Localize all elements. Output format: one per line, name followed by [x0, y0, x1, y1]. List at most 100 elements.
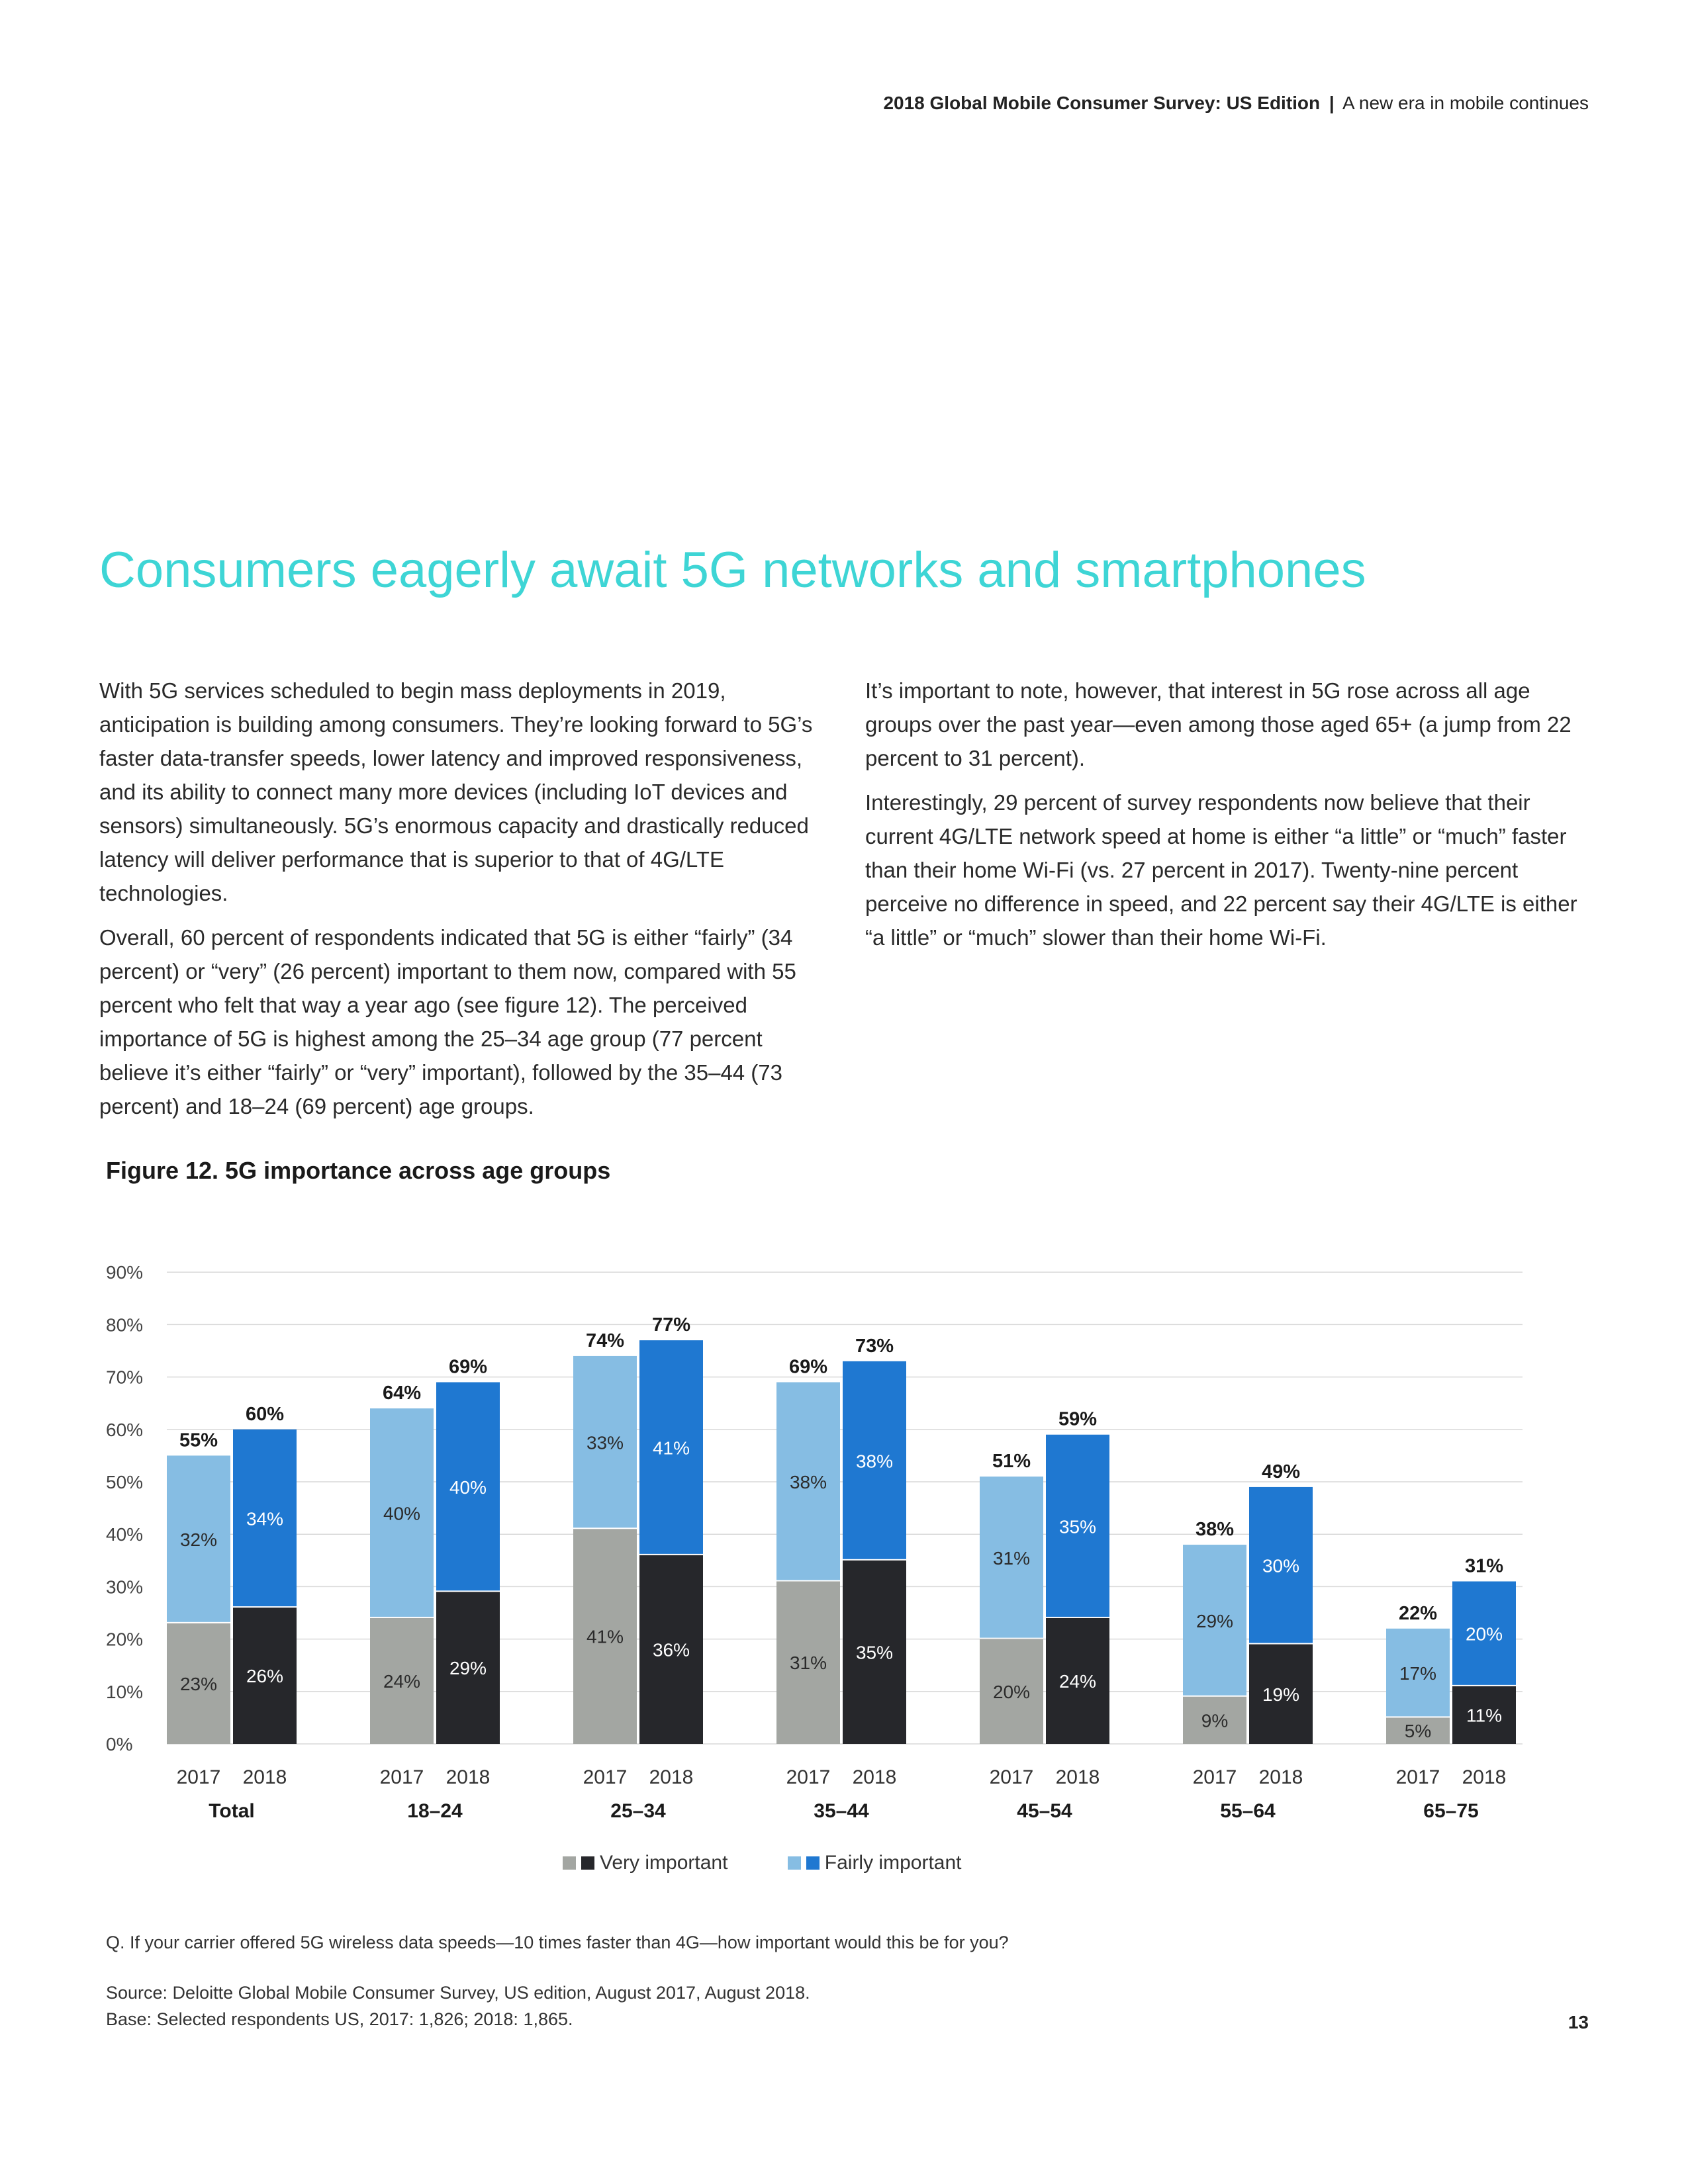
y-tick-label: 70% [106, 1367, 143, 1388]
data-label-total: 51% [992, 1451, 1031, 1472]
legend-swatch-fairly-2018 [806, 1856, 820, 1870]
y-tick-label: 30% [106, 1576, 143, 1597]
y-tick-label: 50% [106, 1472, 143, 1492]
bar-segment-fairly [1046, 1434, 1109, 1617]
data-label-very: 20% [993, 1682, 1030, 1702]
x-tick-label-year: 2017 [380, 1766, 424, 1788]
y-tick-label: 20% [106, 1629, 143, 1650]
x-group-label: 45–54 [1017, 1800, 1072, 1822]
data-label-very: 41% [586, 1627, 624, 1647]
data-label-very: 31% [790, 1653, 827, 1673]
x-tick-label-year: 2018 [853, 1766, 897, 1788]
legend-label-very: Very important [600, 1852, 728, 1874]
bar-segment-very [167, 1623, 230, 1744]
legend-item-very: Very important [563, 1852, 727, 1874]
bar-segment-very [1046, 1617, 1109, 1744]
legend-label-fairly: Fairly important [824, 1852, 962, 1874]
data-label-total: 55% [179, 1430, 218, 1451]
x-tick-label-year: 2018 [1462, 1766, 1507, 1788]
bar-segment-fairly [1183, 1545, 1246, 1696]
bar-segment-very [233, 1608, 297, 1744]
legend-swatch-very-2017 [563, 1856, 576, 1870]
data-label-fairly: 40% [449, 1477, 487, 1498]
data-label-fairly: 31% [993, 1548, 1030, 1569]
data-label-total: 59% [1058, 1409, 1097, 1430]
x-group-label: 65–75 [1423, 1800, 1478, 1822]
x-tick-label-year: 2017 [786, 1766, 831, 1788]
x-tick-label-year: 2018 [649, 1766, 694, 1788]
x-tick-label-year: 2018 [1259, 1766, 1303, 1788]
x-tick-label-year: 2017 [583, 1766, 628, 1788]
y-tick-label: 0% [106, 1734, 132, 1754]
legend-swatch-fairly-2017 [787, 1856, 801, 1870]
header-title: 2018 Global Mobile Consumer Survey: US E… [883, 93, 1321, 113]
data-label-fairly: 30% [1262, 1556, 1299, 1576]
bar-segment-very [1452, 1686, 1516, 1744]
bar-segment-very [1386, 1717, 1450, 1744]
survey-question: Q. If your carrier offered 5G wireless d… [106, 1933, 1009, 1952]
x-group-label: 55–64 [1220, 1800, 1276, 1822]
page-number: 13 [1568, 2012, 1589, 2032]
y-tick-label: 40% [106, 1524, 143, 1545]
paragraph: Interestingly, 29 percent of survey resp… [865, 790, 1577, 950]
y-tick-label: 80% [106, 1314, 143, 1335]
bar-segment-very [1183, 1696, 1246, 1744]
header-separator: | [1329, 93, 1335, 113]
data-label-very: 24% [1059, 1671, 1096, 1692]
x-group-label: 18–24 [407, 1800, 463, 1822]
x-group-label: Total [209, 1800, 254, 1822]
bar-segment-very [639, 1555, 703, 1744]
x-tick-label-year: 2018 [243, 1766, 287, 1788]
data-label-very: 23% [180, 1674, 217, 1694]
body-column-left: With 5G services scheduled to begin mass… [99, 674, 827, 1134]
paragraph: It’s important to note, however, that in… [865, 678, 1571, 770]
data-label-total: 69% [449, 1357, 487, 1378]
data-label-total: 31% [1465, 1555, 1503, 1576]
data-label-fairly: 35% [1059, 1516, 1096, 1537]
bar-segment-fairly [639, 1340, 703, 1554]
figure-title: Figure 12. 5G importance across age grou… [106, 1157, 611, 1184]
bar-segment-fairly [1386, 1628, 1450, 1717]
data-label-fairly: 41% [653, 1438, 690, 1459]
paragraph: Overall, 60 percent of respondents indic… [99, 925, 796, 1118]
x-tick-label-year: 2017 [1193, 1766, 1237, 1788]
paragraph: With 5G services scheduled to begin mass… [99, 678, 813, 905]
data-label-very: 35% [856, 1642, 893, 1662]
running-header: 2018 Global Mobile Consumer Survey: US E… [883, 93, 1589, 114]
data-label-fairly: 38% [790, 1472, 827, 1492]
bar-segment-fairly [167, 1455, 230, 1622]
data-label-total: 64% [383, 1383, 421, 1404]
x-group-label: 25–34 [610, 1800, 666, 1822]
bar-segment-fairly [370, 1408, 434, 1617]
data-label-fairly: 34% [246, 1508, 283, 1529]
data-label-total: 60% [246, 1404, 284, 1425]
data-label-very: 29% [449, 1658, 487, 1678]
bar-segment-fairly [1452, 1581, 1516, 1685]
y-tick-label: 60% [106, 1420, 143, 1440]
data-label-very: 24% [383, 1671, 420, 1692]
bar-segment-very [573, 1529, 637, 1744]
legend-swatch-very-2018 [581, 1856, 594, 1870]
chart-legend: Very important Fairly important [563, 1852, 1015, 1875]
source-note: Source: Deloitte Global Mobile Consumer … [106, 1983, 810, 2003]
data-label-total: 77% [652, 1314, 690, 1336]
data-label-total: 74% [586, 1330, 624, 1351]
body-column-right: It’s important to note, however, that in… [865, 674, 1600, 965]
data-label-fairly: 20% [1466, 1624, 1503, 1645]
bar-segment-fairly [436, 1382, 500, 1591]
header-subtitle: A new era in mobile continues [1342, 93, 1589, 113]
bar-segment-very [436, 1592, 500, 1744]
x-tick-label-year: 2017 [1396, 1766, 1440, 1788]
data-label-fairly: 32% [180, 1529, 217, 1550]
data-label-fairly: 38% [856, 1451, 893, 1471]
data-label-very: 5% [1405, 1721, 1431, 1741]
bar-segment-fairly [233, 1429, 297, 1607]
stacked-bar-chart: 0% 10% 20% 30% 40% 50% 60% 70% 80% 90% 23% 32% 55% 20… [106, 1262, 1523, 1822]
bar-segment-fairly [776, 1382, 840, 1580]
data-label-total: 38% [1196, 1519, 1234, 1540]
x-tick-label-year: 2018 [1056, 1766, 1100, 1788]
data-label-fairly: 40% [383, 1504, 420, 1524]
x-group-label: 35–44 [814, 1800, 869, 1822]
section-heading: Consumers eagerly await 5G networks and … [99, 542, 1366, 598]
bar-segment-fairly [1249, 1486, 1313, 1643]
